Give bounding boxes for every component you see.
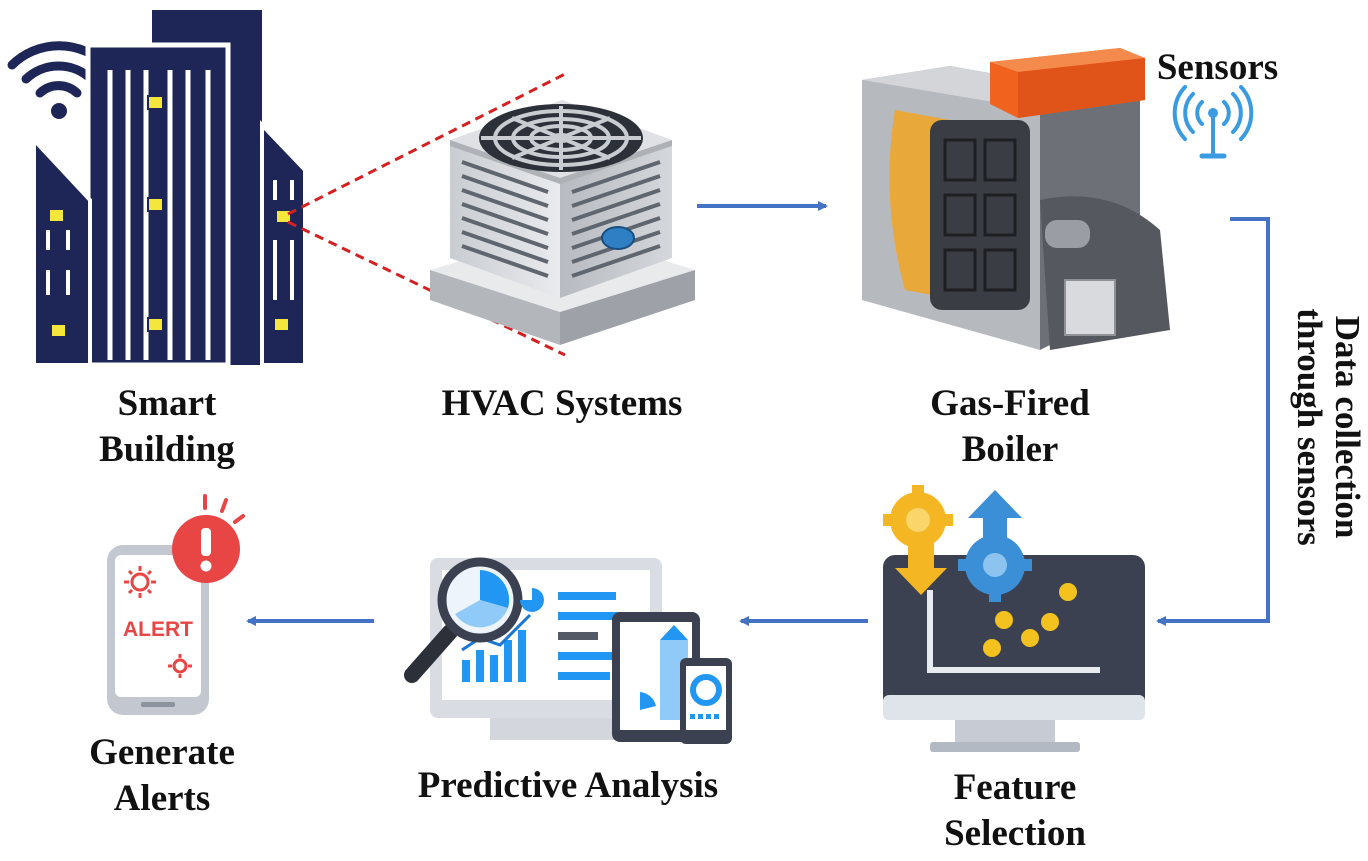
phone-alert-icon: ALERT: [107, 494, 245, 715]
smart-building-label: Smart Building: [99, 383, 235, 470]
flow-arrows: [246, 201, 1270, 626]
boiler-icon: [862, 48, 1170, 350]
feature-selection-label: Feature Selection: [944, 767, 1086, 854]
monitor-gears-icon: [883, 485, 1145, 752]
hvac-unit-icon: [430, 100, 695, 345]
boiler-label: Gas-Fired Boiler: [930, 383, 1090, 470]
antenna-icon: [1172, 85, 1254, 159]
generate-alerts-label: Generate Alerts: [89, 732, 235, 819]
analytics-icon: [404, 557, 732, 744]
data-collection-label: Data collection through sensors: [1290, 308, 1367, 546]
predictive-analysis-label: Predictive Analysis: [417, 765, 719, 806]
arrow-boiler-to-feature: [1156, 217, 1270, 626]
hvac-label: HVAC Systems: [441, 383, 683, 424]
smart-building-icon: [7, 10, 307, 368]
alert-badge-text: ALERT: [123, 618, 193, 641]
zoom-lines: [287, 72, 566, 357]
sensors-label: Sensors: [1156, 47, 1279, 88]
